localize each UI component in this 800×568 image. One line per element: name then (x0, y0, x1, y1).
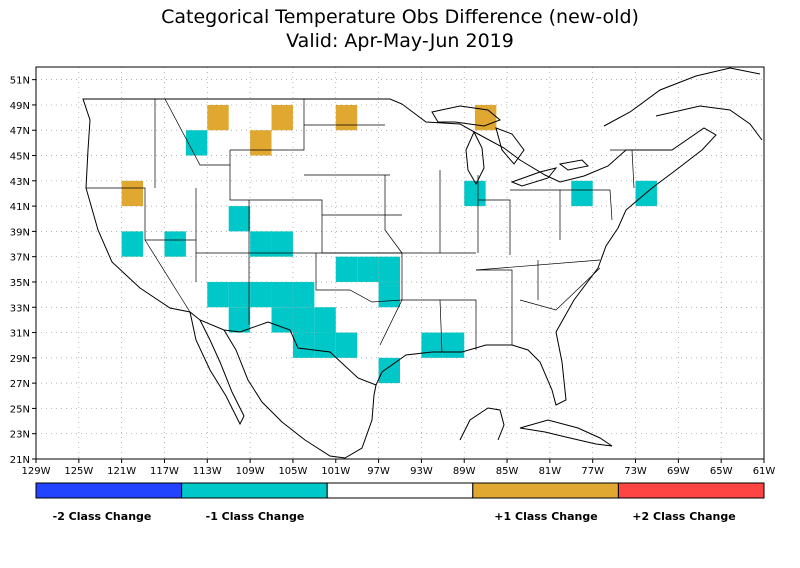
grid-cell (292, 307, 315, 333)
legend-swatch (326, 482, 474, 499)
map-subtitle: Valid: Apr-May-Jun 2019 (286, 30, 514, 52)
grid-cell (228, 307, 251, 333)
grid-cell (421, 332, 443, 358)
y-tick-label: 23N (10, 430, 30, 441)
grid-cell (228, 206, 251, 232)
x-tick-label: 77W (581, 466, 604, 477)
grid-cell (271, 104, 293, 131)
x-tick-label: 69W (667, 466, 690, 477)
great-lake-huron (495, 127, 525, 165)
grid-cell (207, 281, 229, 308)
y-tick-label: 45N (10, 152, 30, 163)
x-tick-label: 117W (150, 466, 179, 477)
grid-cell (314, 307, 336, 333)
x-tick-label: 121W (107, 466, 136, 477)
great-lake-erie (510, 167, 558, 187)
grid-cell (314, 332, 336, 358)
y-tick-label: 39N (10, 227, 30, 238)
yucatan-outline (459, 407, 505, 441)
grid-cell (378, 357, 400, 384)
grid-cell (250, 130, 272, 156)
x-tick-label: 105W (278, 466, 307, 477)
mexico-coast (223, 329, 377, 459)
x-tick-label: 85W (496, 466, 519, 477)
x-tick-label: 97W (367, 466, 390, 477)
grid-cell (292, 332, 315, 358)
baja-outline (189, 311, 245, 426)
legend-swatch (35, 482, 183, 499)
y-tick-label: 27N (10, 379, 30, 390)
x-tick-label: 113W (193, 466, 222, 477)
legend-swatch (472, 482, 619, 499)
conus-outline (82, 98, 717, 406)
legend-swatch (181, 482, 328, 499)
y-tick-label: 41N (10, 202, 30, 213)
x-tick-label: 109W (236, 466, 265, 477)
grid-cell (250, 281, 272, 308)
axis-ticks-layer: 129W 125W 121W 117W 113W 109W 105W 101W 97W 93W 89… (10, 76, 776, 477)
grid-cell (250, 231, 272, 257)
y-tick-label: 25N (10, 404, 30, 415)
y-tick-label: 37N (10, 253, 30, 264)
grid-cell (207, 104, 229, 131)
y-tick-label: 35N (10, 278, 30, 289)
grid-cell (121, 180, 144, 207)
legend-swatch (617, 482, 765, 499)
grid-cell (271, 281, 293, 308)
grid-cell (271, 231, 293, 257)
x-tick-label: 93W (410, 466, 433, 477)
legend-label: +1 Class Change (494, 510, 597, 523)
map-title: Categorical Temperature Obs Difference (… (161, 6, 639, 28)
grid-cell (228, 281, 251, 308)
legend-label: -2 Class Change (53, 510, 152, 523)
x-tick-label: 81W (539, 466, 562, 477)
grid-cell (121, 231, 144, 257)
grid-cell (378, 256, 400, 282)
grid-cell (164, 231, 186, 257)
state-boundaries-layer (86, 98, 635, 353)
grid-cell (571, 180, 593, 207)
grid-cell (335, 332, 358, 358)
y-tick-label: 47N (10, 126, 30, 137)
grid-cell (335, 104, 358, 131)
grid-cell (292, 281, 315, 308)
great-lake-ontario (558, 159, 590, 171)
x-tick-label: 89W (453, 466, 476, 477)
grid-cell (185, 130, 208, 156)
x-tick-label: 73W (624, 466, 647, 477)
y-tick-label: 51N (10, 76, 30, 87)
y-tick-label: 33N (10, 303, 30, 314)
cuba-outline (519, 419, 613, 447)
x-tick-label: 129W (22, 466, 51, 477)
grid-cell (271, 307, 293, 333)
y-tick-label: 49N (10, 101, 30, 112)
y-tick-label: 29N (10, 354, 30, 365)
legend-label: -1 Class Change (206, 510, 305, 523)
y-tick-label: 43N (10, 177, 30, 188)
x-tick-label: 125W (64, 466, 93, 477)
legend: -2 Class Change -1 Class Change +1 Class C… (35, 482, 765, 523)
great-lake-michigan (465, 130, 485, 186)
grid-cell (442, 332, 465, 358)
grid-cell (464, 180, 486, 207)
y-tick-label: 21N (10, 455, 30, 466)
map-frame (35, 66, 765, 460)
great-lake-superior (431, 105, 501, 127)
x-tick-label: 65W (710, 466, 733, 477)
grid-cell (335, 256, 358, 282)
canada-coast (603, 67, 763, 141)
grid-cells-layer (121, 104, 657, 384)
legend-label: +2 Class Change (632, 510, 735, 523)
grid-cell (378, 281, 400, 308)
x-tick-label: 61W (753, 466, 776, 477)
coastline-layer (82, 67, 763, 459)
y-tick-label: 31N (10, 329, 30, 340)
grid-cell (357, 256, 379, 282)
x-tick-label: 101W (321, 466, 350, 477)
